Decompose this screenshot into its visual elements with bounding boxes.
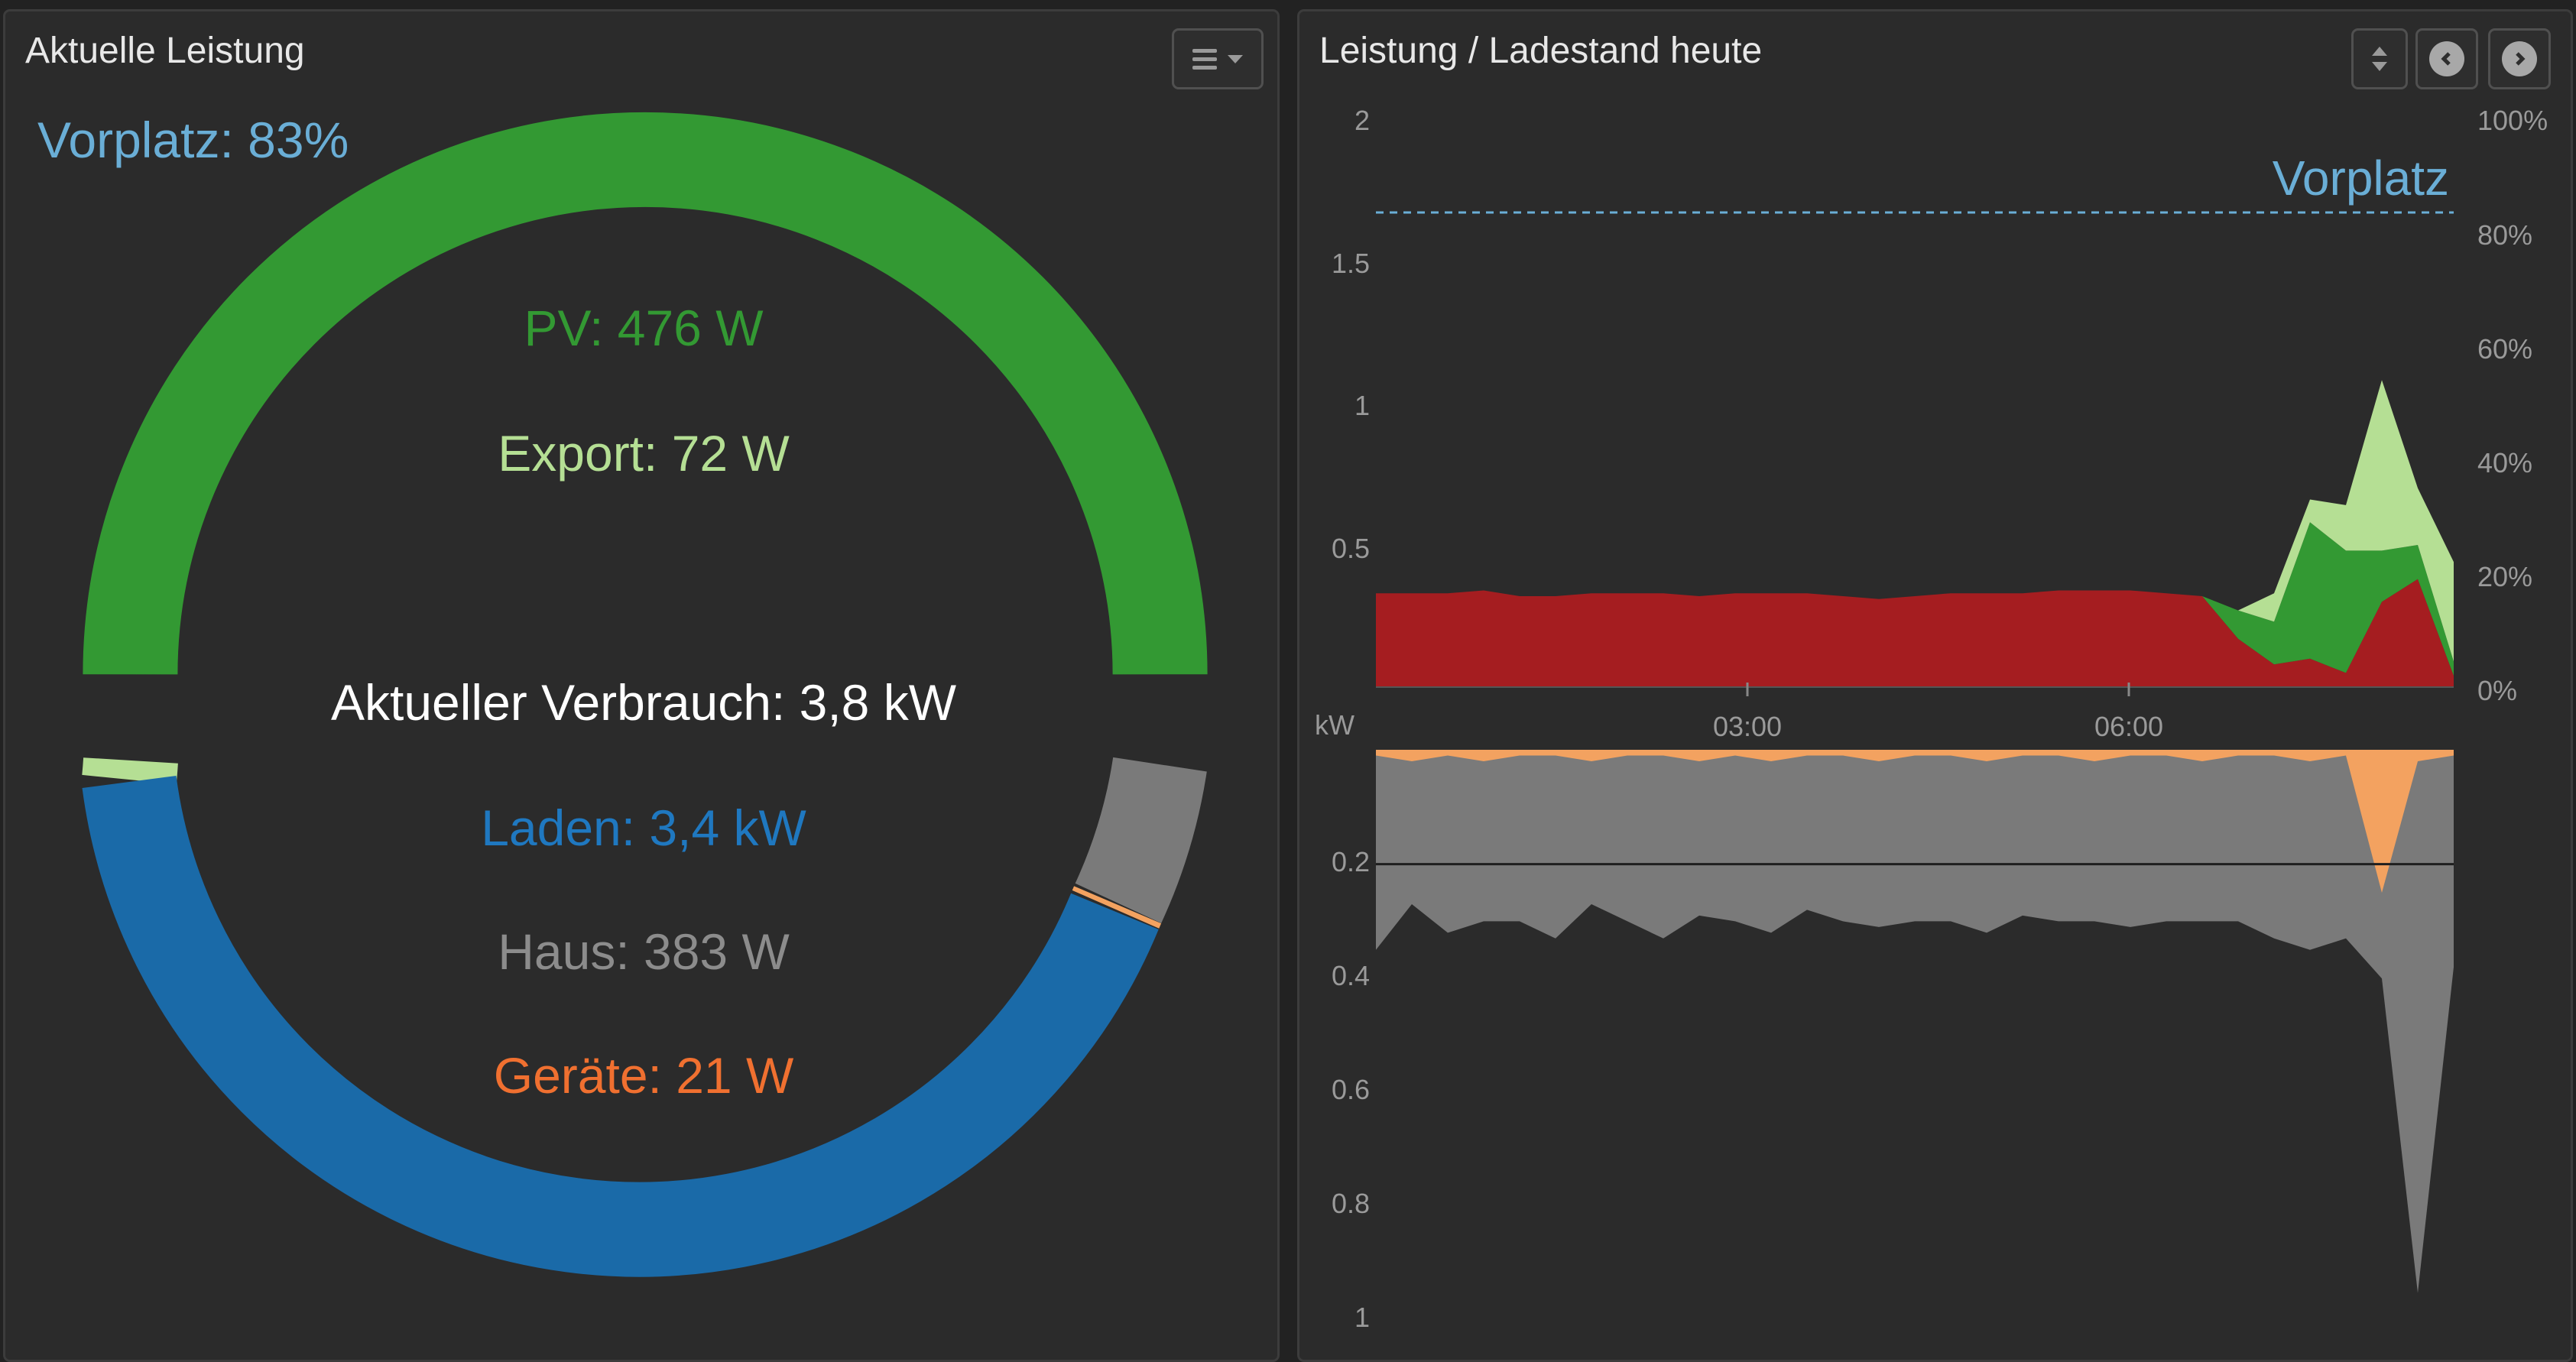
panel-title: Aktuelle Leistung <box>25 31 305 71</box>
export-label: Export: 72 W <box>498 425 790 482</box>
lower-y-tick: 0.8 <box>1332 1188 1370 1219</box>
hamburger-menu-icon <box>1192 48 1217 70</box>
chevron-right-icon <box>2502 41 2537 76</box>
pv-label: PV: 476 W <box>524 300 764 356</box>
power-soc-chart: Vorplatz 2 1.5 1 0.5 100% 80% 60% 40% 20… <box>1315 105 2548 1333</box>
sort-button[interactable] <box>2351 28 2408 89</box>
lower-y-tick: 1 <box>1355 1302 1370 1333</box>
power-ring-chart <box>82 112 1208 1277</box>
pv-arc <box>83 112 1208 675</box>
lower-y-tick: 0.4 <box>1332 960 1370 991</box>
unit-label: kW <box>1315 709 1355 741</box>
lower-y-tick: 0.2 <box>1332 846 1370 877</box>
soc-label: Vorplatz: 83% <box>37 112 349 168</box>
grid-import-area <box>1376 579 2454 687</box>
soc-tick: 20% <box>2477 561 2532 592</box>
caret-down-icon <box>1228 54 1243 63</box>
y-tick: 1.5 <box>1332 248 1370 279</box>
soc-tick: 0% <box>2477 675 2517 706</box>
house-arc <box>1075 757 1207 923</box>
panel-title: Leistung / Ladestand heute <box>1319 31 1763 71</box>
menu-button[interactable] <box>1172 28 1264 89</box>
soc-tick: 60% <box>2477 333 2532 365</box>
consumption-label: Aktueller Verbrauch: 3,8 kW <box>330 674 957 731</box>
house-label: Haus: 383 W <box>498 923 790 980</box>
charging-label: Laden: 3,4 kW <box>481 799 806 856</box>
export-arc <box>82 757 178 785</box>
today-chart-panel: Leistung / Ladestand heute Vorplatz 2 1.… <box>1297 9 2573 1362</box>
devices-arc <box>1072 886 1162 929</box>
soc-tick: 100% <box>2477 105 2548 136</box>
pv-area <box>1376 522 2454 676</box>
current-power-panel: Aktuelle Leistung Vorplatz: 83% PV: 476 … <box>3 9 1280 1362</box>
next-day-button[interactable] <box>2488 28 2551 89</box>
x-tick: 06:00 <box>2094 711 2163 742</box>
lower-y-tick: 0.6 <box>1332 1074 1370 1105</box>
chevron-left-icon <box>2429 41 2464 76</box>
charging-arc <box>82 775 1159 1277</box>
soc-tick: 40% <box>2477 447 2532 478</box>
house-area <box>1376 750 2454 1293</box>
prev-day-button[interactable] <box>2415 28 2478 89</box>
y-tick: 0.5 <box>1332 533 1370 564</box>
series-label: Vorplatz <box>2273 151 2449 206</box>
y-tick: 2 <box>1355 105 1370 136</box>
y-tick: 1 <box>1355 390 1370 421</box>
devices-label: Geräte: 21 W <box>493 1047 794 1104</box>
sort-icon <box>2372 47 2387 71</box>
soc-tick: 80% <box>2477 219 2532 251</box>
x-tick: 03:00 <box>1713 711 1782 742</box>
